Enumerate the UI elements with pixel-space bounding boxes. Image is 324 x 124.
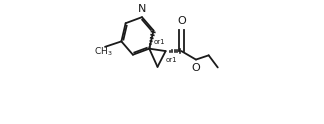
Text: CH$_3$: CH$_3$ bbox=[94, 46, 112, 58]
Text: O: O bbox=[177, 16, 186, 26]
Text: N: N bbox=[138, 4, 146, 14]
Text: or1: or1 bbox=[154, 39, 165, 45]
Text: or1: or1 bbox=[165, 57, 177, 63]
Text: O: O bbox=[191, 63, 200, 73]
